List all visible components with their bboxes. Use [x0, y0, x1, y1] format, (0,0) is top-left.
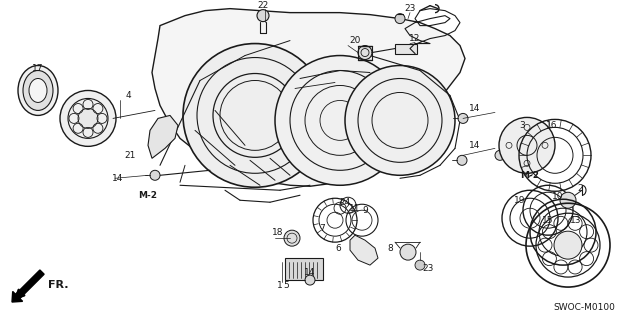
Circle shape — [150, 170, 160, 180]
Text: 5: 5 — [283, 281, 289, 290]
Text: 6: 6 — [335, 244, 341, 253]
Text: 14: 14 — [469, 104, 481, 113]
Polygon shape — [350, 235, 378, 265]
Circle shape — [275, 56, 405, 185]
Text: 7: 7 — [319, 224, 325, 233]
Circle shape — [78, 108, 98, 128]
Text: M-2: M-2 — [138, 191, 157, 200]
Text: 23: 23 — [422, 263, 434, 273]
Text: 14: 14 — [112, 174, 124, 183]
Text: 15: 15 — [542, 216, 554, 225]
Ellipse shape — [18, 65, 58, 115]
Circle shape — [284, 230, 300, 246]
Text: 1: 1 — [277, 281, 283, 290]
Text: 19: 19 — [515, 196, 525, 205]
Text: 2: 2 — [577, 184, 583, 193]
Ellipse shape — [29, 78, 47, 102]
Text: 10: 10 — [552, 192, 564, 201]
Text: 11: 11 — [349, 204, 361, 213]
Text: M-2: M-2 — [520, 171, 540, 180]
Text: 4: 4 — [125, 91, 131, 100]
Circle shape — [458, 114, 468, 123]
Circle shape — [560, 192, 576, 208]
Circle shape — [345, 65, 455, 175]
Circle shape — [554, 231, 582, 259]
Text: 18: 18 — [272, 228, 284, 237]
Circle shape — [395, 14, 405, 24]
Text: 22: 22 — [257, 1, 269, 10]
Text: 24: 24 — [339, 198, 351, 207]
Text: 16: 16 — [547, 121, 557, 130]
Polygon shape — [152, 9, 465, 186]
Text: 14: 14 — [304, 268, 316, 277]
Circle shape — [457, 155, 467, 165]
Bar — [285, 258, 323, 280]
Text: SWOC-M0100: SWOC-M0100 — [553, 303, 615, 312]
Circle shape — [60, 91, 116, 146]
Polygon shape — [148, 115, 178, 158]
Text: 8: 8 — [387, 244, 393, 253]
Circle shape — [499, 117, 555, 173]
Text: 12: 12 — [410, 34, 420, 43]
Ellipse shape — [23, 70, 53, 110]
Text: 9: 9 — [362, 206, 368, 215]
Text: 20: 20 — [349, 36, 361, 45]
Circle shape — [183, 44, 327, 187]
Circle shape — [415, 260, 425, 270]
Text: 23: 23 — [404, 4, 416, 13]
Circle shape — [495, 150, 505, 160]
Circle shape — [305, 275, 315, 285]
Circle shape — [358, 46, 372, 60]
Text: FR.: FR. — [48, 280, 68, 290]
FancyArrow shape — [12, 270, 44, 302]
Circle shape — [257, 10, 269, 22]
Text: 17: 17 — [32, 64, 44, 73]
Text: 21: 21 — [124, 151, 136, 160]
Text: 3: 3 — [519, 121, 525, 130]
Text: 13: 13 — [570, 216, 582, 225]
Circle shape — [400, 244, 416, 260]
Bar — [395, 44, 417, 54]
Text: 14: 14 — [469, 141, 481, 150]
